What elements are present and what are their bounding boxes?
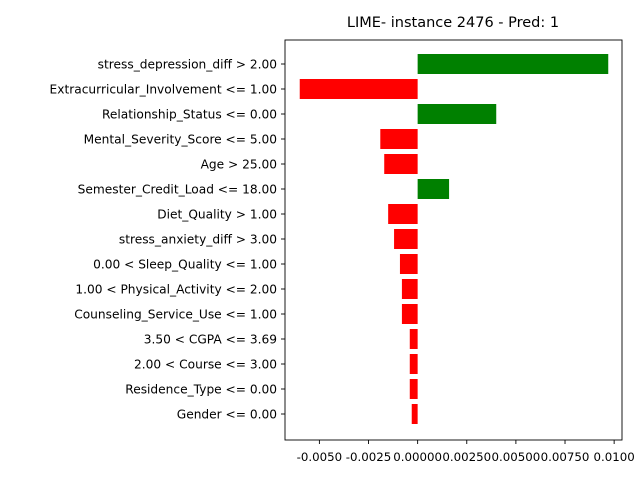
y-tick-label-3: Mental_Severity_Score <= 5.00	[84, 132, 277, 146]
bar-8	[399, 254, 418, 274]
bar-12	[409, 354, 418, 374]
x-tick-label-6: 0.0100	[593, 450, 634, 464]
bar-2	[417, 104, 497, 124]
y-tick-label-12: 2.00 < Course <= 3.00	[134, 357, 277, 371]
bar-11	[409, 329, 418, 349]
y-tick-label-11: 3.50 < CGPA <= 3.69	[144, 332, 277, 346]
bar-3	[380, 129, 418, 149]
y-tick-label-2: Relationship_Status <= 0.00	[102, 107, 277, 121]
x-tick-label-1: -0.0025	[346, 450, 392, 464]
bar-1	[299, 79, 418, 99]
bar-7	[394, 229, 418, 249]
x-tick-label-3: 0.00250	[442, 450, 491, 464]
y-tick-label-1: Extracurricular_Involvement <= 1.00	[50, 82, 277, 96]
x-tick-label-4: 0.00500	[491, 450, 540, 464]
bar-0	[417, 54, 609, 74]
y-tick-label-0: stress_depression_diff > 2.00	[98, 57, 277, 71]
bar-13	[409, 379, 418, 399]
plot-frame	[284, 39, 623, 441]
bar-10	[401, 304, 418, 324]
bar-4	[384, 154, 418, 174]
y-tick-label-8: 0.00 < Sleep_Quality <= 1.00	[93, 257, 277, 271]
y-tick-label-14: Gender <= 0.00	[177, 407, 277, 421]
bar-9	[401, 279, 418, 299]
chart-title: LIME- instance 2476 - Pred: 1	[347, 15, 559, 31]
y-tick-label-4: Age > 25.00	[201, 157, 277, 171]
x-tick-label-0: -0.0050	[297, 450, 343, 464]
y-tick-label-9: 1.00 < Physical_Activity <= 2.00	[75, 282, 277, 296]
x-tick-label-2: 0.00000	[393, 450, 442, 464]
bar-group	[299, 54, 609, 424]
x-ticks: -0.0050 -0.0025 0.00000 0.00250 0.00500 0.007…	[297, 440, 635, 464]
bar-6	[388, 204, 418, 224]
bar-14	[411, 404, 418, 424]
bar-5	[417, 179, 450, 199]
y-tick-label-6: Diet_Quality > 1.00	[157, 207, 277, 221]
y-tick-label-10: Counseling_Service_Use <= 1.00	[74, 307, 277, 321]
y-tick-labels: stress_depression_diff > 2.00 Extracurric…	[50, 57, 285, 421]
x-tick-label-5: 0.00750	[541, 450, 590, 464]
y-tick-label-13: Residence_Type <= 0.00	[125, 382, 277, 396]
y-tick-label-7: stress_anxiety_diff > 3.00	[119, 232, 277, 246]
y-tick-label-5: Semester_Credit_Load <= 18.00	[78, 182, 277, 196]
